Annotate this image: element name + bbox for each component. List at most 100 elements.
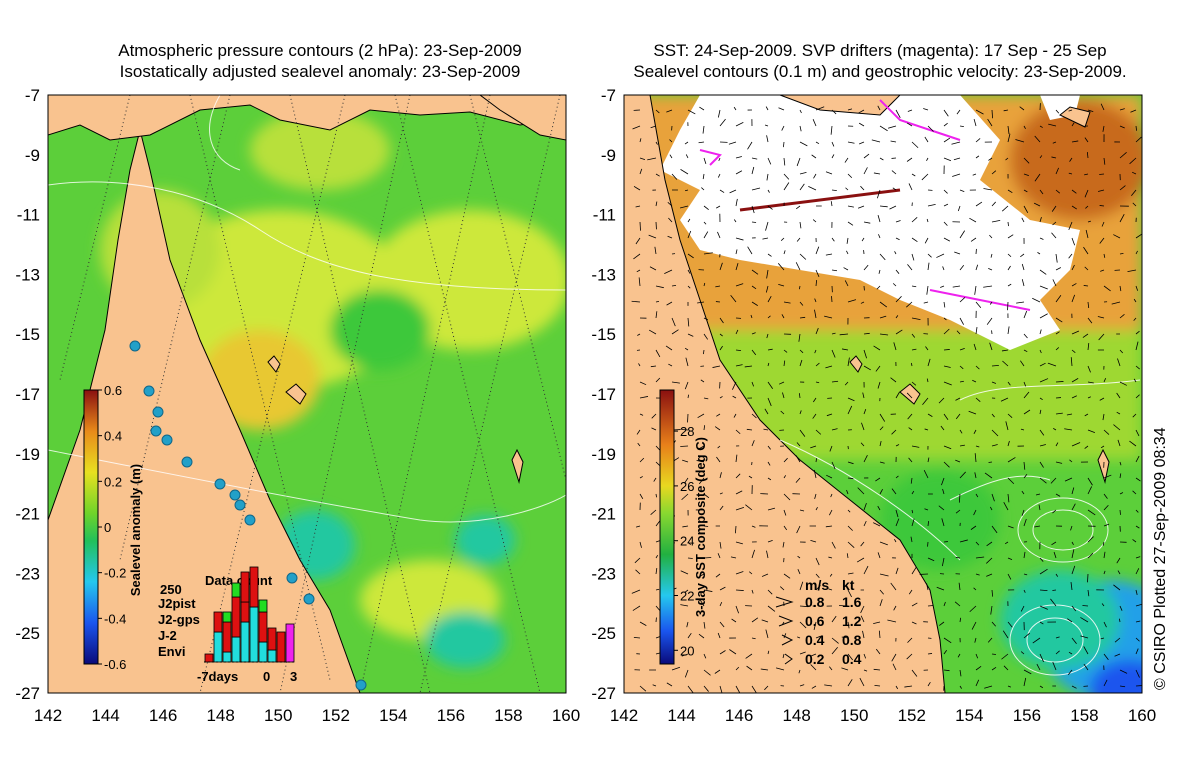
lon-tick-label: 152 <box>322 706 350 725</box>
velocity-arrow <box>667 201 673 207</box>
velocity-arrow <box>767 362 770 367</box>
velocity-arrow <box>729 189 737 194</box>
data-count-bar <box>222 621 232 653</box>
lat-tick-label: -13 <box>15 265 40 284</box>
velocity-arrow <box>1039 557 1044 562</box>
velocity-arrow <box>1119 152 1127 159</box>
velocity-arrow <box>1119 381 1127 386</box>
velocity-arrow <box>943 221 948 226</box>
velocity-arrow <box>906 122 913 127</box>
velocity-arrow <box>943 445 952 450</box>
velocity-arrow <box>1067 618 1073 623</box>
velocity-arrow <box>1114 653 1121 657</box>
velocity-arrow <box>751 589 754 594</box>
velocity-arrow <box>799 141 808 147</box>
velocity-arrow <box>906 157 913 162</box>
velocity-arrow <box>975 665 982 671</box>
velocity-arrow <box>954 601 961 607</box>
velocity-arrow <box>1007 234 1014 239</box>
velocity-arrow <box>1007 326 1010 335</box>
velocity-arrow <box>783 457 788 463</box>
velocity-arrow <box>1036 663 1041 671</box>
velocity-arrow <box>1023 461 1026 470</box>
velocity-arrow <box>1135 603 1142 607</box>
velocity-arrow <box>775 667 785 671</box>
lon-tick-label: 150 <box>840 706 868 725</box>
velocity-arrow <box>655 300 660 303</box>
velocity-arrow <box>879 413 886 422</box>
velocity-arrow <box>987 637 993 643</box>
velocity-arrow <box>735 364 743 367</box>
velocity-arrow <box>702 125 705 134</box>
velocity-arrow <box>1039 155 1043 159</box>
velocity-arrow <box>1064 477 1073 482</box>
velocity-arrow <box>735 329 739 335</box>
velocity-arrow <box>798 285 801 290</box>
velocity-arrow <box>975 264 979 271</box>
velocity-arrow <box>1050 598 1057 607</box>
velocity-arrow <box>1039 477 1047 484</box>
velocity-arrow <box>1068 651 1073 655</box>
velocity-arrow <box>797 555 801 559</box>
velocity-arrow <box>767 189 770 193</box>
velocity-arrow <box>860 541 865 547</box>
velocity-arrow <box>751 685 757 693</box>
lon-tick-label: 144 <box>91 706 119 725</box>
velocity-arrow <box>825 365 833 369</box>
velocity-arrow <box>1102 541 1105 546</box>
data-count-legend-item: J2-gps <box>158 612 200 627</box>
velocity-arrow <box>924 428 929 431</box>
left-australia-land <box>48 129 361 693</box>
velocity-arrow <box>873 345 881 351</box>
velocity-arrow <box>765 106 769 111</box>
velocity-arrow <box>799 605 809 608</box>
velocity-arrow <box>911 237 918 242</box>
velocity-arrow <box>829 445 833 452</box>
velocity-arrow <box>1103 493 1108 499</box>
velocity-arrow <box>939 621 945 626</box>
velocity-arrow <box>859 677 865 687</box>
velocity-arrow <box>1087 396 1091 399</box>
velocity-arrow <box>959 265 965 271</box>
lat-tick-label: -23 <box>591 564 616 583</box>
velocity-arrow <box>861 422 865 431</box>
velocity-arrow <box>631 589 641 594</box>
velocity-arrow <box>764 124 769 127</box>
velocity-arrow <box>1103 474 1112 479</box>
velocity-arrow <box>830 493 833 498</box>
velocity-arrow <box>732 395 737 399</box>
lat-tick-label: -7 <box>601 86 616 105</box>
velocity-arrow <box>991 219 1001 223</box>
velocity-arrow <box>647 157 657 161</box>
velocity-arrow <box>991 525 998 534</box>
velocity-arrow <box>1051 205 1057 212</box>
velocity-arrow <box>719 333 723 337</box>
velocity-arrow <box>893 342 897 351</box>
velocity-arrow <box>700 379 705 383</box>
velocity-arrow <box>703 493 710 499</box>
velocity-arrow <box>1087 429 1096 433</box>
velocity-arrow <box>975 653 979 659</box>
velocity-arrow <box>668 217 673 223</box>
velocity-arrow <box>922 397 929 406</box>
velocity-arrow <box>1023 632 1030 639</box>
velocity-arrow <box>844 381 849 386</box>
velocity-arrow <box>1117 358 1121 367</box>
data-count-bar <box>267 649 277 663</box>
velocity-arrow <box>941 477 945 486</box>
velocity-arrow <box>812 119 817 127</box>
velocity-arrow <box>895 444 900 447</box>
lat-tick-label: -13 <box>591 265 616 284</box>
velocity-arrow <box>1038 504 1041 511</box>
velocity-arrow <box>1068 253 1073 259</box>
velocity-arrow <box>1019 106 1025 111</box>
velocity-arrow <box>1119 461 1122 466</box>
velocity-arrow <box>941 557 945 567</box>
velocity-arrow <box>639 381 647 386</box>
velocity-arrow <box>911 317 921 321</box>
velocity-arrow <box>911 518 915 527</box>
velocity-arrow <box>798 669 801 674</box>
velocity-arrow <box>652 684 657 687</box>
data-count-bar <box>258 611 268 643</box>
velocity-arrow <box>892 663 897 671</box>
